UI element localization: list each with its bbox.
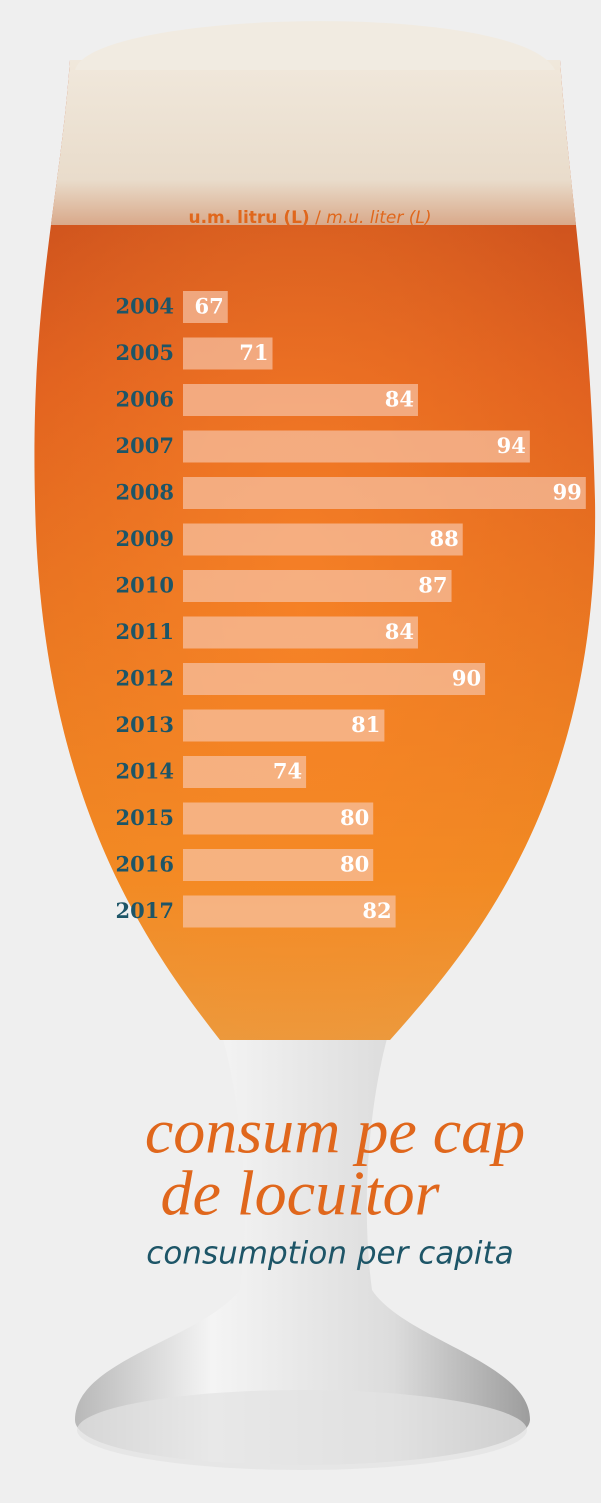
infographic: u.m. litru (L) / m.u. liter (L) 2004 67 20… — [0, 0, 601, 1503]
bar — [183, 663, 485, 695]
unit-label: u.m. litru (L) / m.u. liter (L) — [188, 208, 431, 228]
value-label: 87 — [418, 573, 447, 598]
title-line: consum pe cap — [145, 1096, 525, 1167]
value-label: 94 — [497, 433, 526, 458]
subtitle: consumption per capita — [146, 1236, 513, 1272]
category-label: 2005 — [116, 340, 174, 365]
category-label: 2013 — [116, 712, 174, 737]
category-label: 2004 — [116, 294, 174, 319]
value-label: 80 — [340, 805, 369, 830]
value-label: 81 — [351, 712, 380, 737]
value-label: 80 — [340, 852, 369, 877]
category-label: 2010 — [116, 573, 174, 598]
bar — [183, 617, 418, 649]
unit-ro: u.m. litru (L) — [188, 208, 309, 228]
value-label: 90 — [452, 666, 481, 691]
category-label: 2016 — [116, 852, 174, 877]
value-label: 82 — [362, 898, 391, 923]
value-label: 74 — [273, 759, 302, 784]
value-label: 71 — [239, 340, 268, 365]
value-label: 84 — [385, 619, 414, 644]
category-label: 2014 — [116, 759, 174, 784]
bar — [183, 570, 452, 602]
category-label: 2015 — [116, 805, 174, 830]
value-label: 84 — [385, 387, 414, 412]
category-label: 2007 — [116, 433, 174, 458]
category-label: 2009 — [116, 526, 174, 551]
category-label: 2008 — [116, 480, 174, 505]
category-label: 2012 — [116, 666, 174, 691]
bar — [183, 477, 586, 509]
category-label: 2006 — [116, 387, 174, 412]
value-label: 88 — [429, 526, 458, 551]
value-label: 67 — [195, 294, 224, 319]
bar — [183, 524, 463, 556]
bar — [183, 431, 530, 463]
category-label: 2017 — [116, 898, 174, 923]
title-line: de locuitor — [160, 1158, 440, 1229]
unit-separator: / — [315, 208, 321, 228]
category-label: 2011 — [116, 619, 174, 644]
value-label: 99 — [553, 480, 582, 505]
unit-en: m.u. liter (L) — [326, 208, 431, 228]
bar — [183, 384, 418, 416]
